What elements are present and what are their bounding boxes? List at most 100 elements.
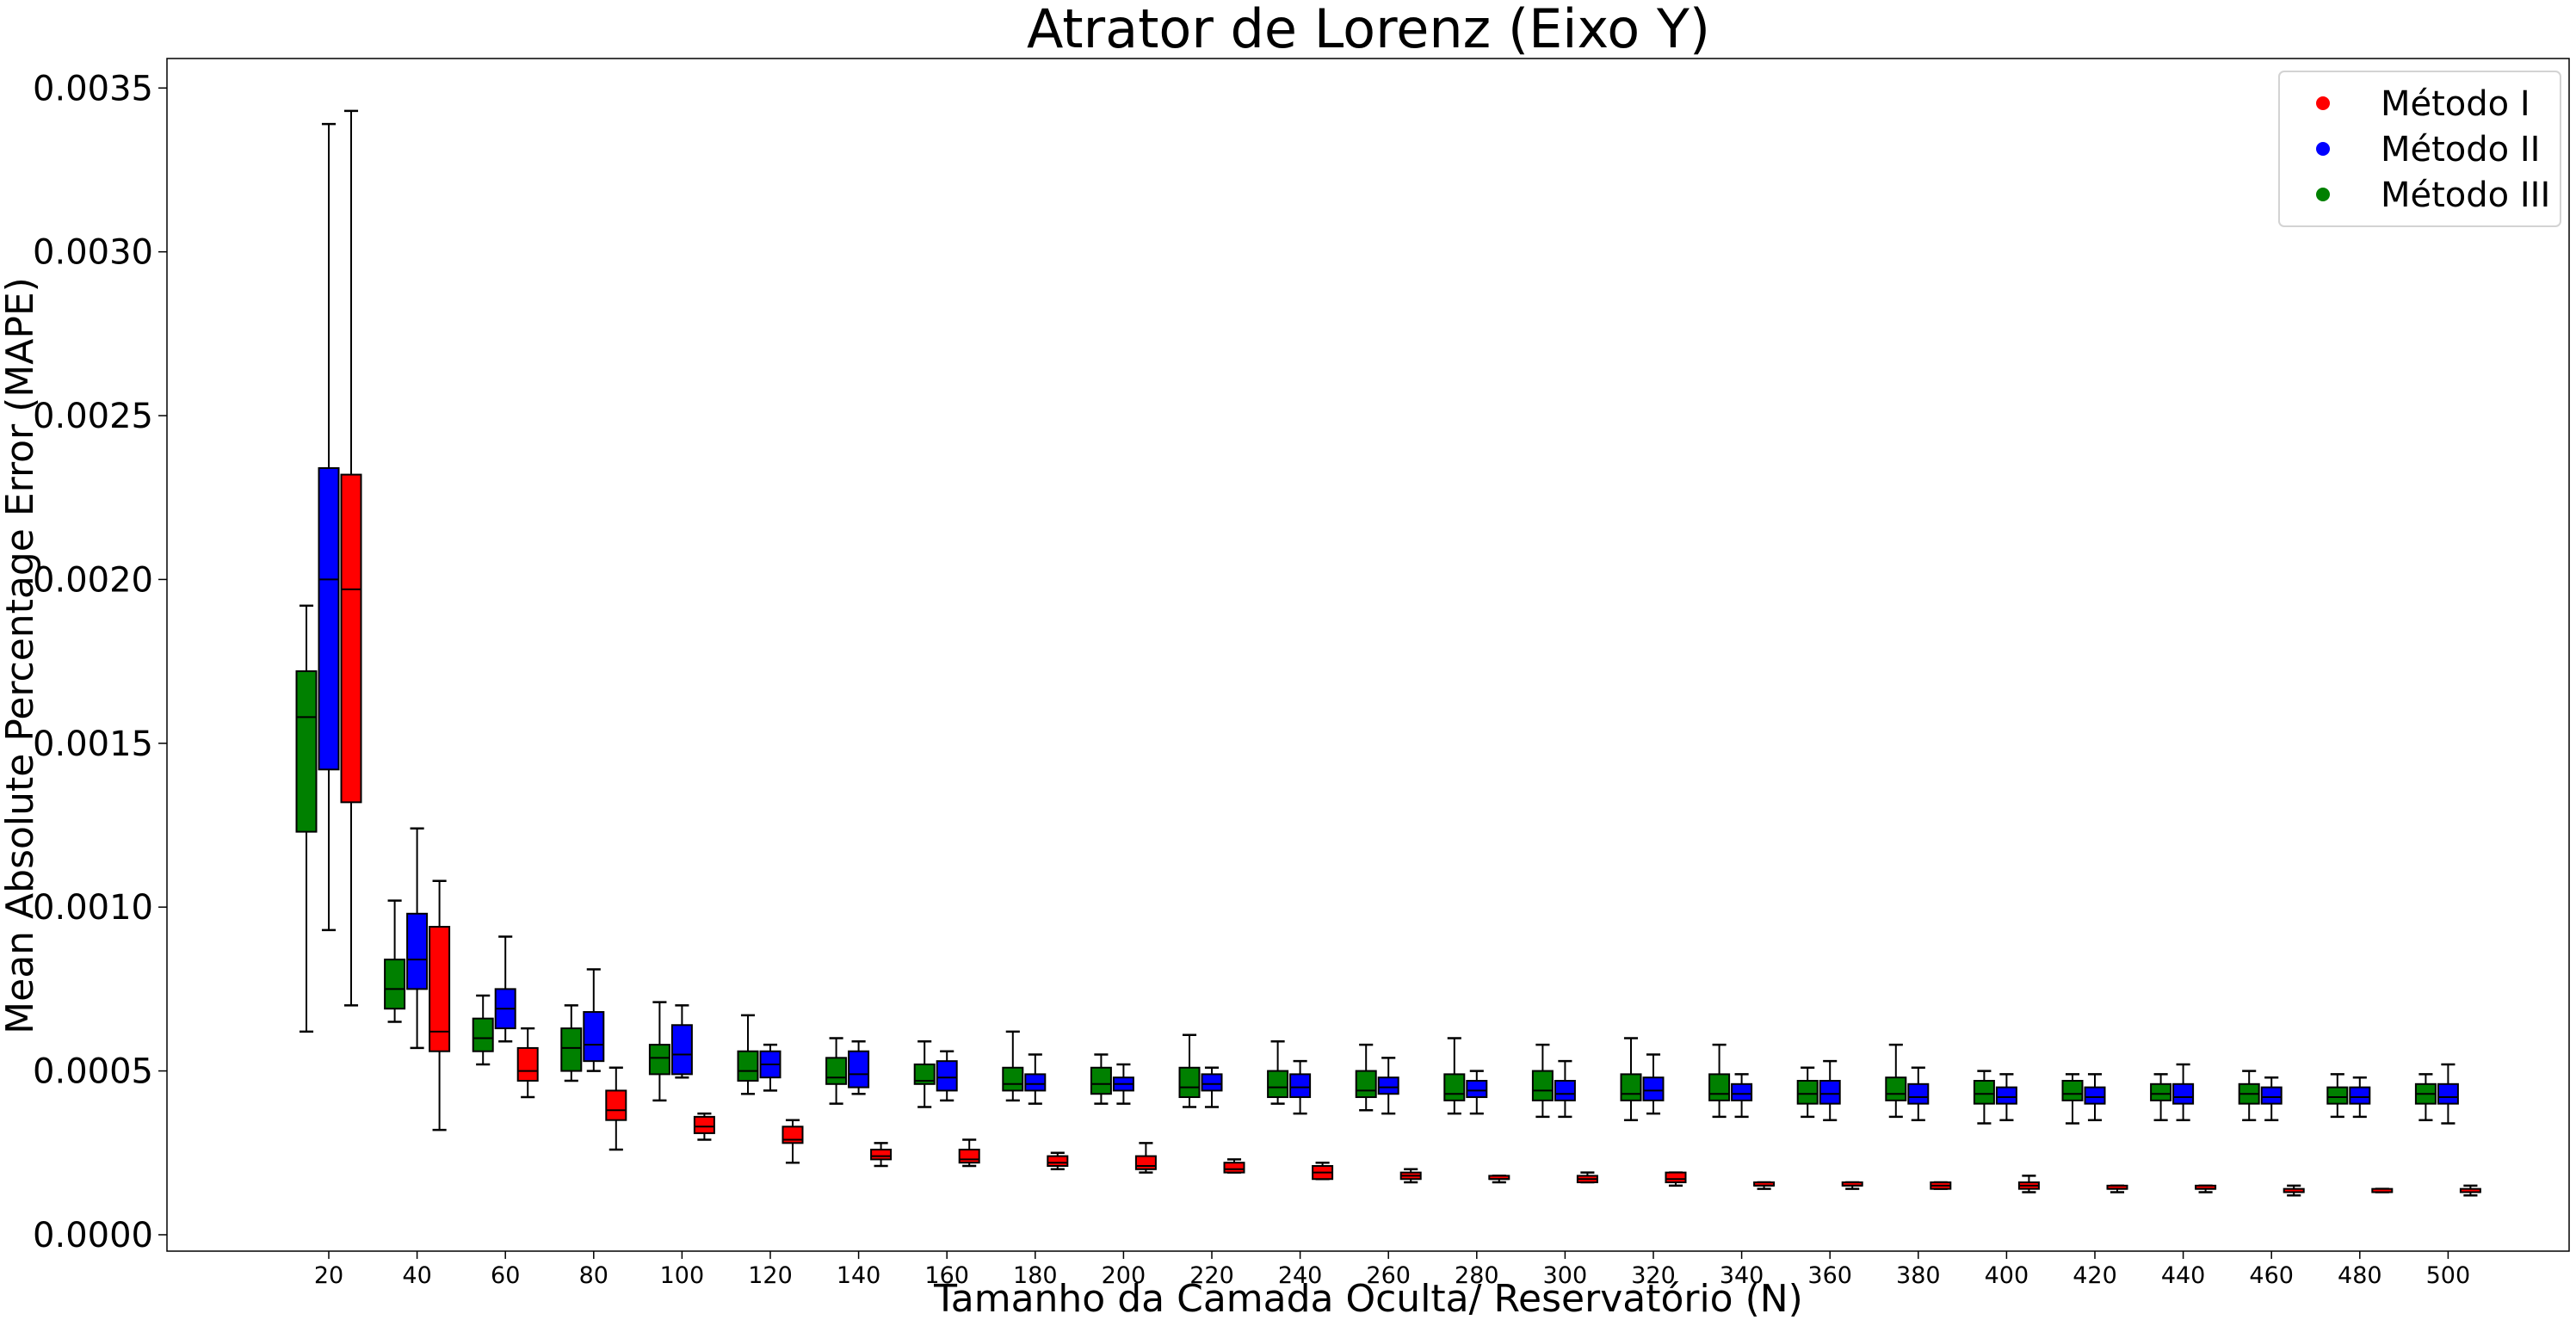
box-iqr	[2172, 1082, 2195, 1105]
boxplot-m-todo-ii-160	[936, 1050, 958, 1102]
box-iqr	[870, 1148, 893, 1161]
y-tick-label: 0.0020	[33, 560, 153, 600]
boxplot-m-todo-i-180	[1047, 1151, 1069, 1171]
box-iqr	[560, 1027, 583, 1072]
x-tick-label: 320	[1631, 1262, 1676, 1289]
boxplot-m-todo-ii-300	[1554, 1059, 1576, 1119]
legend-marker	[2316, 142, 2330, 156]
boxplot-m-todo-i-480	[2371, 1187, 2394, 1193]
box-iqr	[1223, 1162, 1245, 1174]
boxplot-m-todo-ii-280	[1466, 1070, 1488, 1115]
box-iqr	[340, 473, 362, 804]
boxplot-m-todo-iii-140	[825, 1037, 848, 1105]
y-tick-label: 0.0010	[33, 888, 153, 928]
box-iqr	[648, 1044, 670, 1076]
plot-frame	[166, 58, 2570, 1252]
x-tick-label: 280	[1455, 1262, 1499, 1289]
boxplot-m-todo-i-280	[1488, 1175, 1510, 1184]
boxplot-m-todo-iii-80	[560, 1004, 583, 1082]
boxplot-m-todo-ii-500	[2437, 1063, 2459, 1125]
box-iqr	[913, 1063, 936, 1085]
boxplot-m-todo-iii-160	[913, 1040, 936, 1108]
boxplot-m-todo-i-420	[2106, 1184, 2128, 1193]
box-iqr	[2437, 1082, 2459, 1105]
boxplot-m-todo-i-440	[2195, 1184, 2217, 1193]
x-tick-label: 480	[2338, 1262, 2382, 1289]
boxplot-m-todo-i-20	[340, 109, 362, 1007]
box-iqr	[737, 1050, 759, 1082]
box-iqr	[1024, 1073, 1047, 1092]
boxplot-m-todo-iii-500	[2414, 1073, 2437, 1121]
box-iqr	[936, 1060, 958, 1092]
box-iqr	[2084, 1086, 2106, 1105]
box-iqr	[1995, 1086, 2017, 1105]
legend-box	[2278, 71, 2561, 227]
box-iqr	[1819, 1080, 1841, 1105]
box-iqr	[2260, 1086, 2283, 1105]
boxplot-m-todo-ii-320	[1642, 1053, 1665, 1115]
boxplot-m-todo-iii-180	[1002, 1030, 1024, 1102]
boxplot-m-todo-iii-60	[472, 994, 494, 1066]
boxplot-m-todo-ii-440	[2172, 1063, 2195, 1121]
boxplot-m-todo-iii-400	[1973, 1070, 1995, 1125]
boxplot-m-todo-i-260	[1399, 1168, 1422, 1184]
box-iqr	[848, 1050, 870, 1089]
boxplot-m-todo-ii-360	[1819, 1059, 1841, 1121]
x-tick-label: 120	[748, 1262, 793, 1289]
box-iqr	[1973, 1080, 1995, 1105]
boxplot-m-todo-i-340	[1753, 1181, 1776, 1190]
x-tick-label: 240	[1278, 1262, 1323, 1289]
boxplot-m-todo-i-320	[1665, 1171, 1687, 1187]
boxplot-m-todo-iii-320	[1620, 1037, 1642, 1121]
boxplot-m-todo-ii-480	[2349, 1076, 2371, 1119]
plot-area: 0.0000 0.0005 0.0010 0.0015 0.0020 0.0025 0.00…	[33, 69, 2481, 1289]
legend-label: Método II	[2381, 130, 2540, 170]
box-iqr	[605, 1089, 627, 1121]
x-tick-label: 460	[2249, 1262, 2294, 1289]
y-tick-label: 0.0035	[33, 69, 153, 108]
box-iqr	[1090, 1066, 1112, 1095]
box-iqr	[1885, 1076, 1907, 1101]
box-iqr	[825, 1057, 848, 1085]
boxplot-m-todo-i-120	[781, 1119, 804, 1164]
x-tick-label: 220	[1189, 1262, 1234, 1289]
boxplot-m-todo-iii-480	[2326, 1073, 2349, 1119]
x-tick-label: 500	[2426, 1262, 2471, 1289]
x-tick-label: 260	[1366, 1262, 1411, 1289]
boxplot-m-todo-i-400	[2017, 1175, 2040, 1193]
legend-marker	[2316, 188, 2330, 201]
box-iqr	[1178, 1066, 1201, 1099]
legend-marker	[2316, 96, 2330, 110]
box-iqr	[1642, 1076, 1665, 1101]
x-tick-label: 180	[1013, 1262, 1058, 1289]
x-tick-label: 400	[1985, 1262, 2029, 1289]
chart-title: Atrator de Lorenz (Eixo Y)	[1027, 0, 1710, 60]
x-tick-label: 40	[402, 1262, 431, 1289]
boxplot-m-todo-i-360	[1841, 1181, 1863, 1190]
x-tick-label: 380	[1896, 1262, 1941, 1289]
box-iqr	[958, 1148, 980, 1164]
boxplot-m-todo-iii-380	[1885, 1043, 1907, 1119]
box-iqr	[1355, 1070, 1377, 1099]
box-iqr	[1665, 1171, 1687, 1184]
boxplot-m-todo-iii-120	[737, 1014, 759, 1095]
boxplot-m-todo-ii-20	[318, 122, 340, 932]
boxplot-m-todo-iii-260	[1355, 1043, 1377, 1112]
boxplot-m-todo-i-500	[2459, 1184, 2481, 1197]
boxplot-m-todo-iii-100	[648, 1001, 670, 1102]
box-iqr	[670, 1024, 693, 1076]
box-iqr	[693, 1115, 715, 1134]
boxplot-m-todo-iii-340	[1708, 1043, 1731, 1119]
box-iqr	[1289, 1073, 1312, 1099]
boxplot-m-todo-i-300	[1576, 1171, 1598, 1184]
box-iqr	[1708, 1073, 1731, 1101]
y-tick-label: 0.0025	[33, 397, 153, 436]
box-iqr	[1134, 1155, 1157, 1170]
boxplot-m-todo-ii-400	[1995, 1073, 2017, 1121]
boxplot-m-todo-ii-140	[848, 1040, 870, 1095]
boxplot-m-todo-i-160	[958, 1138, 980, 1168]
legend-label: Método I	[2381, 84, 2530, 124]
x-tick-label: 340	[1720, 1262, 1764, 1289]
x-tick-label: 20	[314, 1262, 343, 1289]
box-iqr	[429, 926, 451, 1052]
